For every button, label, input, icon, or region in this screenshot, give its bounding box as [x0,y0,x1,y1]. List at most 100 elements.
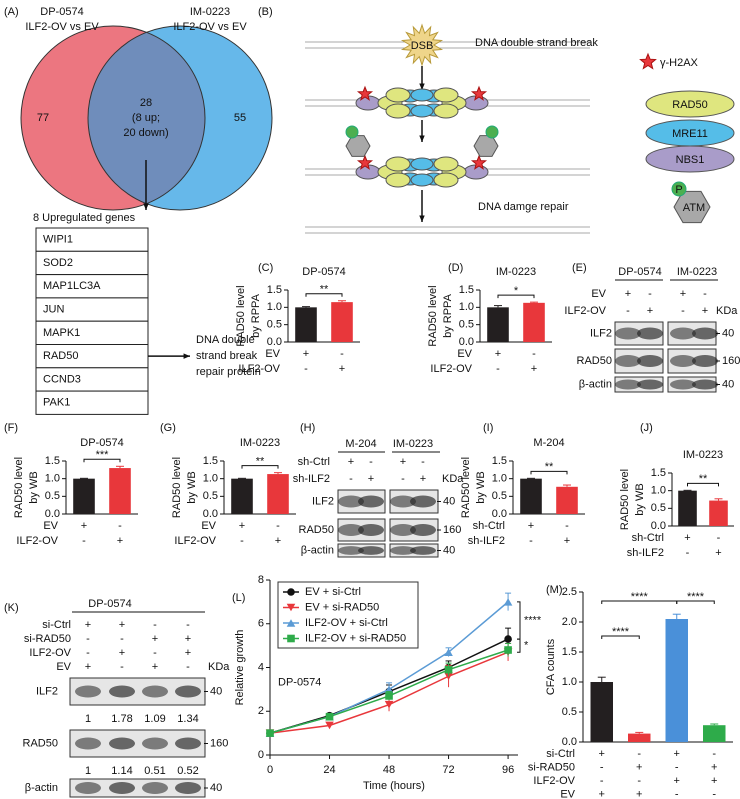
quant-label: 1.78 [111,713,132,725]
condition-label: EV [457,348,472,360]
y-tick-label: 1.0 [459,301,474,313]
unit-label: KDa [208,661,230,673]
annotation: repair protein [196,366,261,378]
group-header: DP-0574 [88,598,131,610]
row-label: ILF2 [36,685,58,697]
condition-sign: - [120,633,124,645]
condition-sign: - [712,748,716,760]
condition-label: ILF2-OV [564,305,606,317]
blot-band [75,737,101,750]
sig-bracket [517,638,521,653]
quant-label: 1.34 [177,713,198,725]
gene-name: JUN [43,303,64,315]
condition-sign: + [636,761,642,773]
chart-title: DP-0574 [302,266,345,278]
condition-sign: - [304,363,308,375]
condition-label: EV [591,288,606,300]
condition-label: ILF2-OV [533,775,575,787]
condition-sign: + [152,661,158,673]
atm [345,135,371,157]
condition-sign: + [368,473,374,485]
blot-band [670,355,696,367]
y-tick-label: 0.0 [459,336,474,348]
legend-label: EV + si-Ctrl [305,586,361,598]
y-tick-label: 1.0 [562,676,577,688]
blot-band [615,355,641,367]
condition-sign: + [531,363,537,375]
y-tick-label: 1.5 [203,455,218,467]
y-tick-label: 0.0 [203,508,218,520]
sig-bracket [530,470,568,475]
arrow-head [183,353,190,359]
condition-sign: + [680,288,686,300]
condition-sign: - [186,619,190,631]
legend-marker [286,603,296,612]
condition-sign: + [564,535,570,547]
set-title: IM-0223 [190,6,230,18]
condition-sign: + [528,520,534,532]
condition-label: EV [265,348,280,360]
point [384,700,394,709]
condition-sign: + [117,535,123,547]
quant-label: 0.51 [144,765,165,777]
point [503,598,513,606]
arrow-head [419,135,425,142]
blot-band [109,782,135,794]
blot-band [142,737,168,750]
blot-band [175,737,201,750]
condition-sign: + [599,748,605,760]
condition-label: EV [43,520,58,532]
blot-band [410,524,436,536]
mre11 [410,104,434,118]
annotation: DNA double [196,334,255,346]
group-header: IM-0223 [393,438,433,450]
y-tick-label: 0.0 [45,508,60,520]
mre11 [410,173,434,187]
condition-sign: + [119,647,125,659]
condition-sign: + [339,363,345,375]
genes-title: 8 Upregulated genes [33,212,136,224]
condition-sign: - [240,535,244,547]
marker-label: 40 [210,782,222,794]
condition-sign: + [702,305,708,317]
marker-label: 40 [722,327,734,339]
y-tick-label: 1.5 [492,455,507,467]
venn-outline [87,25,273,211]
bar [331,302,353,342]
condition-sign: + [715,547,721,559]
condition-label: si-Ctrl [42,619,71,631]
marker-label: 40 [722,378,734,390]
legend-protein-label: MRE11 [672,128,708,140]
gene-name: SOD2 [43,257,73,269]
point [266,729,274,737]
condition-sign: - [681,305,685,317]
y-tick-label: 1.0 [267,301,282,313]
y-tick-label: 1.0 [203,473,218,485]
bar [665,619,688,742]
panel-label: (A) [4,6,19,18]
quant-label: 1.14 [111,765,132,777]
panel-label: (B) [258,6,273,18]
condition-sign: + [303,348,309,360]
row-label: ILF2 [590,327,612,339]
sig-label: **** [524,614,542,626]
y-tick-label: 8 [258,574,264,586]
sig-label: * [524,640,529,652]
condition-sign: - [712,788,716,799]
sig-label: **** [612,626,630,638]
condition-label: sh-Ctrl [473,520,505,532]
venn-overlap [88,26,205,210]
legend-phospho [671,181,687,197]
sig-bracket [687,482,719,487]
condition-sign: - [637,748,641,760]
x-tick-label: 72 [442,764,454,776]
y-tick-label: 0.0 [562,736,577,748]
bar [590,682,613,742]
panel-label: (D) [448,262,463,274]
legend-phospho-label: P [675,184,682,196]
quant-label: 1 [85,765,91,777]
gene-name: PAK1 [43,397,70,409]
condition-sign: + [119,619,125,631]
y-tick-label: 1.5 [267,284,282,296]
condition-label: si-RAD50 [24,633,71,645]
